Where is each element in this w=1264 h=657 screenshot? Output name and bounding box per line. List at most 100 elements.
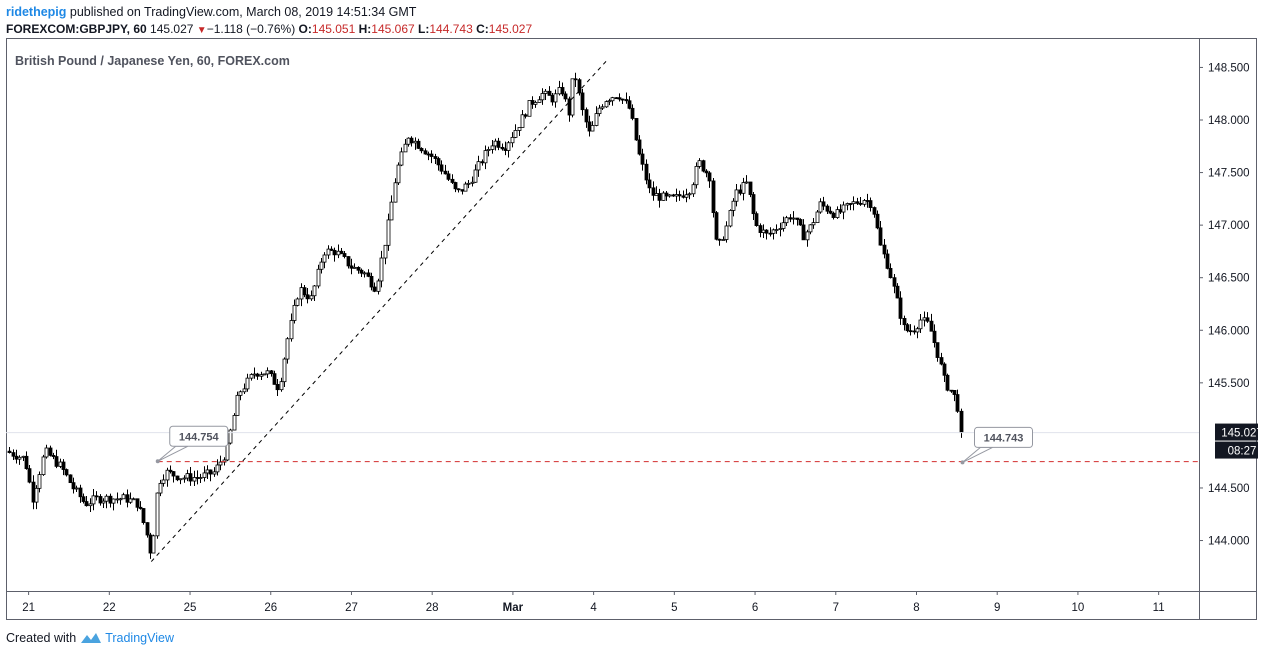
candle-body[interactable] (54, 456, 59, 467)
candle-body[interactable] (228, 429, 233, 444)
candle-body[interactable] (289, 320, 294, 340)
candle-body[interactable] (761, 229, 766, 233)
candle-body[interactable] (898, 297, 903, 319)
candle-body[interactable] (949, 389, 954, 392)
candle-body[interactable] (791, 217, 796, 220)
candle-body[interactable] (644, 163, 649, 181)
candle-body[interactable] (768, 232, 773, 235)
candle-body[interactable] (14, 455, 19, 460)
candle-body[interactable] (155, 492, 160, 537)
candle-body[interactable] (446, 173, 451, 180)
candle-body[interactable] (460, 189, 465, 192)
candle-body[interactable] (262, 373, 267, 376)
candle-body[interactable] (714, 212, 719, 240)
candle-body[interactable] (570, 78, 575, 116)
candle-body[interactable] (707, 172, 712, 182)
candle-body[interactable] (309, 295, 314, 300)
candle-body[interactable] (530, 100, 535, 105)
candle-body[interactable] (299, 287, 304, 300)
candle-body[interactable] (835, 209, 840, 218)
candle-body[interactable] (131, 498, 136, 501)
candle-body[interactable] (356, 266, 361, 271)
candle-body[interactable] (118, 498, 123, 501)
candle-body[interactable] (215, 464, 220, 473)
candle-body[interactable] (473, 169, 478, 183)
candle-body[interactable] (332, 249, 337, 256)
candle-body[interactable] (282, 358, 287, 383)
candle-body[interactable] (7, 450, 12, 453)
candle-body[interactable] (319, 261, 324, 270)
candle-body[interactable] (359, 269, 364, 274)
candle-body[interactable] (372, 286, 377, 292)
candle-body[interactable] (192, 477, 197, 482)
candle-body[interactable] (245, 377, 250, 390)
candle-body[interactable] (252, 373, 257, 376)
candle-body[interactable] (329, 248, 334, 251)
candle-body[interactable] (741, 182, 746, 194)
candle-body[interactable] (17, 456, 22, 460)
candle-body[interactable] (58, 461, 63, 467)
candle-body[interactable] (456, 188, 461, 191)
candle-body[interactable] (409, 137, 414, 144)
candle-body[interactable] (527, 100, 532, 117)
candle-body[interactable] (617, 97, 622, 100)
candle-body[interactable] (64, 469, 69, 476)
candle-body[interactable] (185, 473, 190, 479)
candle-body[interactable] (44, 447, 49, 458)
candle-body[interactable] (171, 471, 176, 477)
candle-body[interactable] (865, 200, 870, 202)
candle-body[interactable] (366, 272, 371, 277)
candle-body[interactable] (406, 137, 411, 145)
candle-body[interactable] (423, 150, 428, 155)
candle-body[interactable] (78, 487, 83, 498)
candle-body[interactable] (34, 487, 39, 503)
candle-body[interactable] (24, 455, 29, 470)
candle-body[interactable] (269, 370, 274, 375)
candle-body[interactable] (533, 102, 538, 105)
candle-body[interactable] (811, 222, 816, 226)
candle-body[interactable] (821, 201, 826, 207)
candle-body[interactable] (905, 324, 910, 332)
candle-body[interactable] (71, 482, 76, 490)
candle-body[interactable] (265, 370, 270, 375)
candle-body[interactable] (630, 107, 635, 119)
candle-body[interactable] (125, 494, 130, 503)
candle-body[interactable] (543, 90, 548, 94)
candle-body[interactable] (882, 244, 887, 255)
candle-body[interactable] (955, 394, 960, 412)
candle-body[interactable] (738, 189, 743, 194)
candle-body[interactable] (429, 153, 434, 157)
candle-body[interactable] (403, 143, 408, 153)
candle-body[interactable] (604, 101, 609, 108)
candle-body[interactable] (336, 250, 341, 256)
candle-body[interactable] (587, 121, 592, 132)
candle-body[interactable] (838, 209, 843, 213)
candle-body[interactable] (912, 330, 917, 333)
candle-body[interactable] (275, 384, 280, 391)
candle-body[interactable] (908, 330, 913, 333)
candle-body[interactable] (560, 87, 565, 95)
candle-body[interactable] (878, 227, 883, 246)
candle-body[interactable] (895, 285, 900, 299)
candle-body[interactable] (808, 224, 813, 233)
candle-body[interactable] (279, 381, 284, 391)
candle-body[interactable] (436, 158, 441, 166)
candle-body[interactable] (567, 98, 572, 116)
candle-body[interactable] (322, 254, 327, 263)
candle-body[interactable] (721, 239, 726, 241)
candle-body[interactable] (396, 164, 401, 184)
candle-body[interactable] (255, 373, 260, 377)
candle-body[interactable] (259, 374, 264, 377)
candle-body[interactable] (490, 145, 495, 150)
candle-body[interactable] (520, 114, 525, 128)
candle-body[interactable] (798, 219, 803, 226)
candle-body[interactable] (517, 127, 522, 131)
candle-body[interactable] (594, 113, 599, 126)
candle-body[interactable] (205, 469, 210, 474)
candle-body[interactable] (389, 201, 394, 221)
candle-body[interactable] (614, 97, 619, 100)
candle-body[interactable] (764, 229, 769, 234)
candle-body[interactable] (476, 161, 481, 171)
candle-body[interactable] (841, 204, 846, 213)
candle-body[interactable] (573, 78, 578, 81)
